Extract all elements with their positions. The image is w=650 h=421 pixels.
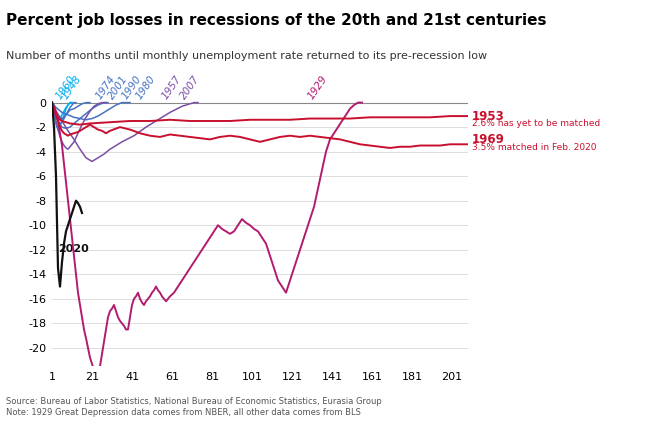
Text: Percent job losses in recessions of the 20th and 21st centuries: Percent job losses in recessions of the … xyxy=(6,13,547,28)
Text: 1948: 1948 xyxy=(60,73,83,101)
Text: 1957: 1957 xyxy=(160,73,183,101)
Text: 2007: 2007 xyxy=(178,73,202,101)
Text: Number of months until monthly unemployment rate returned to its pre-recession l: Number of months until monthly unemploym… xyxy=(6,51,488,61)
Text: 1980: 1980 xyxy=(134,73,157,101)
Text: 3.5% matched in Feb. 2020: 3.5% matched in Feb. 2020 xyxy=(472,144,597,152)
Text: 1969: 1969 xyxy=(472,133,505,146)
Text: 1990: 1990 xyxy=(120,73,144,101)
Text: 2.6% has yet to be matched: 2.6% has yet to be matched xyxy=(472,119,601,128)
Text: 2001: 2001 xyxy=(106,73,129,101)
Text: 1953: 1953 xyxy=(472,109,505,123)
Text: 1974: 1974 xyxy=(94,73,118,101)
Text: 1960: 1960 xyxy=(54,73,77,101)
Text: Source: Bureau of Labor Statistics, National Bureau of Economic Statistics, Eura: Source: Bureau of Labor Statistics, Nati… xyxy=(6,397,382,417)
Text: 2020: 2020 xyxy=(58,244,89,253)
Text: 1929: 1929 xyxy=(306,73,330,101)
